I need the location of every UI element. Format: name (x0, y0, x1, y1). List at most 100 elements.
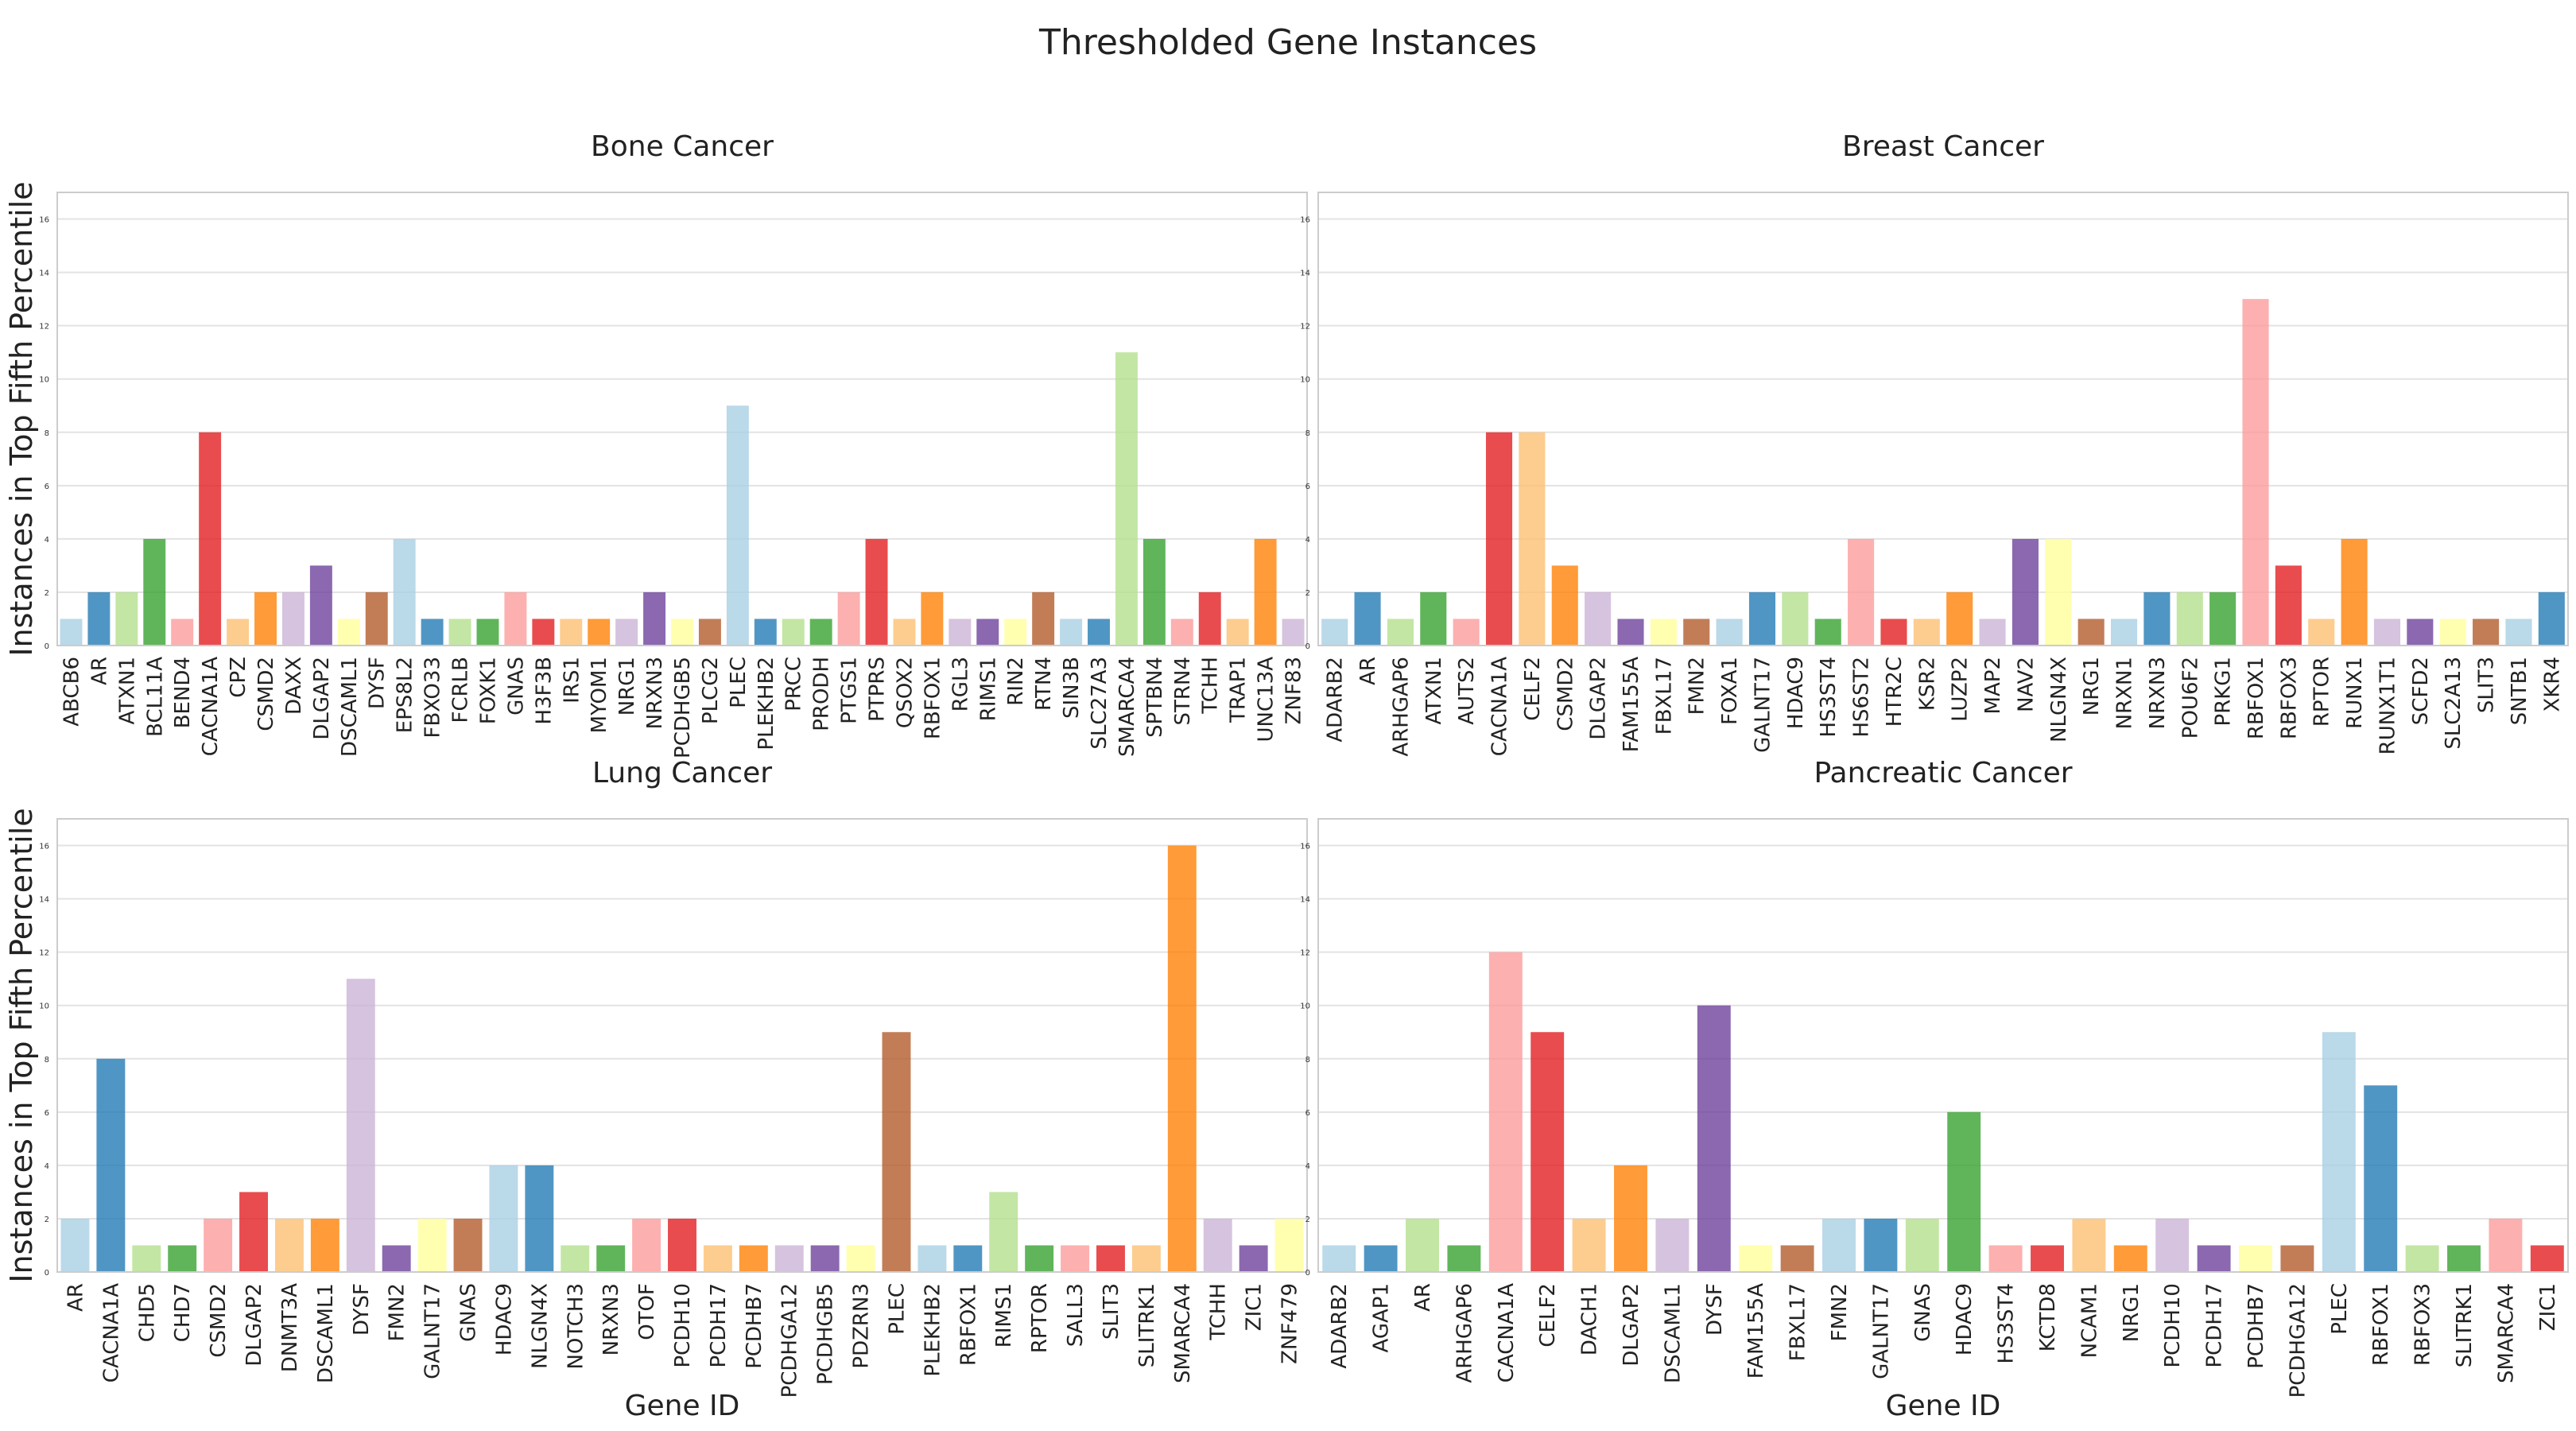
bar-fam155a (1617, 619, 1644, 646)
x-tick-label: PLEKHB2 (755, 657, 778, 750)
x-tick-label: ATXN1 (1422, 657, 1446, 724)
bar-nrxn3 (643, 591, 666, 646)
x-tick-label: CACNA1A (99, 1283, 123, 1383)
x-tick-label: FCRLB (449, 657, 473, 723)
bar-sin3b (1060, 619, 1083, 646)
x-tick-label: OTOF (635, 1283, 659, 1340)
bar-rptor (1025, 1245, 1054, 1272)
bar-rin2 (1004, 619, 1027, 646)
x-tick-label: DYSF (1703, 1283, 1727, 1336)
bar-pcdhgb5 (810, 1245, 840, 1272)
bar-csmd2 (204, 1218, 233, 1272)
bar-hdac9 (489, 1165, 518, 1272)
x-tick-label: ABCB6 (60, 657, 83, 727)
bar-hs6st2 (1848, 538, 1875, 646)
bar-slc2a13 (2439, 619, 2466, 646)
y-tick-label: 16 (39, 216, 49, 225)
bar-rtn4 (1032, 591, 1055, 646)
x-tick-label: FMN2 (386, 1283, 409, 1341)
bar-plcg2 (698, 619, 721, 646)
x-tick-label: SALL3 (1064, 1283, 1088, 1347)
x-tick-label: UNC13A (1255, 657, 1278, 743)
x-tick-label: RTN4 (1032, 657, 1056, 711)
panel-title: Pancreatic Cancer (1814, 757, 2072, 789)
x-tick-label: PTGS1 (838, 657, 862, 724)
bar-pcdh17 (2197, 1245, 2231, 1272)
x-tick-label: RIN2 (1004, 657, 1028, 706)
bar-adarb2 (1322, 1245, 1356, 1272)
y-tick-label: 8 (1305, 1056, 1310, 1065)
bar-auts2 (1453, 619, 1480, 646)
bar-slit3 (1096, 1245, 1125, 1272)
bar-sall3 (1061, 1245, 1090, 1272)
bar-nlgn4x (2045, 538, 2072, 646)
x-tick-label: PCDH17 (2203, 1283, 2227, 1368)
x-tick-label: SMARCA4 (2494, 1283, 2518, 1383)
bar-nrg1 (2113, 1245, 2147, 1272)
x-tick-label: DSCAML1 (1661, 1283, 1685, 1383)
bar-ar (60, 1218, 90, 1272)
x-tick-label: BCL11A (143, 657, 167, 737)
y-tick-label: 0 (1305, 642, 1310, 651)
x-tick-label: DSCAML1 (314, 1283, 338, 1383)
bar-runx1 (2341, 538, 2368, 646)
x-tick-label: CSMD2 (207, 1283, 231, 1358)
bar-slc27a3 (1088, 619, 1110, 646)
bar-fbxl17 (1780, 1245, 1814, 1272)
x-tick-label: AUTS2 (1455, 657, 1479, 725)
bar-abcb6 (60, 619, 83, 646)
bar-map2 (1979, 619, 2006, 646)
x-tick-label: STRN4 (1171, 657, 1195, 725)
x-tick-label: CSMD2 (1554, 657, 1577, 731)
x-tick-label: LUZP2 (1949, 657, 1973, 722)
bar-xkr4 (2538, 591, 2565, 646)
x-tick-label: CACNA1A (199, 657, 223, 756)
bar-fbxo33 (421, 619, 444, 646)
x-tick-label: PLEC (885, 1283, 909, 1335)
y-tick-label: 10 (1300, 376, 1310, 385)
bar-hdac9 (1782, 591, 1809, 646)
bar-hdac9 (1947, 1111, 1981, 1272)
bar-dscaml1 (1655, 1218, 1690, 1272)
x-tick-label: RBFOX1 (956, 1283, 980, 1366)
x-tick-label: RUNX1T1 (2376, 657, 2399, 754)
x-tick-label: DAXX (282, 657, 306, 715)
bar-fbxl17 (1650, 619, 1677, 646)
x-tick-label: SNTB1 (2508, 657, 2531, 725)
x-tick-label: ARHGAP6 (1389, 657, 1413, 757)
bar-pcdhga12 (774, 1245, 804, 1272)
bar-plekhb2 (754, 619, 777, 646)
x-tick-label: CACNA1A (1495, 1283, 1519, 1383)
bar-pcdhb7 (2239, 1245, 2272, 1272)
x-tick-label: ATXN1 (115, 657, 139, 724)
bar-ptprs (865, 538, 888, 646)
bar-unc13a (1254, 538, 1277, 646)
x-tick-label: NRG1 (615, 657, 639, 716)
bar-rbfox1 (2242, 299, 2269, 646)
x-tick-label: ADARB2 (1328, 1283, 1352, 1369)
x-tick-label: AR (1356, 657, 1380, 685)
x-tick-label: DNMT3A (278, 1283, 302, 1372)
bar-tchh (1198, 591, 1221, 646)
x-tick-label: FOXK1 (476, 657, 500, 724)
bar-hs3st4 (1814, 619, 1841, 646)
bar-irs1 (560, 619, 583, 646)
x-tick-label: HS3ST4 (1817, 657, 1841, 738)
x-tick-label: NOTCH3 (564, 1283, 588, 1370)
bar-plec (2322, 1032, 2356, 1272)
x-tick-label: SIN3B (1060, 657, 1084, 719)
x-tick-label: HDAC9 (492, 1283, 516, 1355)
bar-hs3st4 (1988, 1245, 2023, 1272)
x-tick-label: SLIT3 (2475, 657, 2499, 713)
y-tick-label: 10 (39, 376, 49, 385)
bar-fmn2 (1683, 619, 1710, 646)
x-tick-label: MYOM1 (588, 657, 611, 733)
x-tick-label: FMN2 (1686, 657, 1709, 715)
bar-dscaml1 (337, 619, 360, 646)
bar-celf2 (1530, 1032, 1565, 1272)
x-tick-label: RIMS1 (992, 1283, 1016, 1348)
y-tick-label: 2 (1305, 589, 1310, 598)
x-tick-label: GALNT17 (1751, 657, 1775, 753)
bar-nrg1 (615, 619, 638, 646)
x-tick-label: ZNF479 (1278, 1283, 1302, 1364)
